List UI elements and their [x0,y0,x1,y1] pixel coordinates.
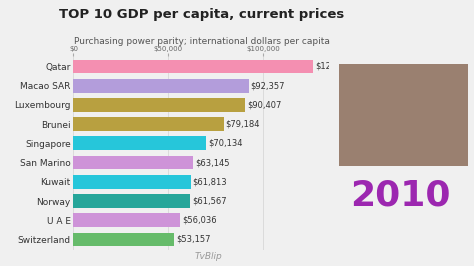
Bar [73,98,245,112]
Bar [73,194,190,208]
Text: $79,184: $79,184 [226,120,260,129]
Text: $61,567: $61,567 [192,197,227,206]
Text: 2010: 2010 [350,179,451,213]
Text: $90,407: $90,407 [247,100,281,109]
Bar [73,117,224,131]
Text: TOP 10 GDP per capita, current prices: TOP 10 GDP per capita, current prices [59,8,344,21]
Text: $92,357: $92,357 [251,81,285,90]
Text: $61,813: $61,813 [193,177,228,186]
Bar [73,60,313,73]
Bar [73,156,193,169]
Text: $63,145: $63,145 [195,158,230,167]
Bar [73,232,174,246]
Text: $53,157: $53,157 [176,235,211,244]
Bar [73,136,207,150]
Text: $126,206: $126,206 [315,62,355,71]
Text: TvBlip: TvBlip [195,252,222,261]
Bar [73,213,180,227]
Bar [73,175,191,189]
Bar [73,79,248,93]
Text: $56,036: $56,036 [182,216,217,225]
Text: Purchasing power parity; international dollars per capita: Purchasing power parity; international d… [73,37,329,46]
Text: $70,134: $70,134 [209,139,243,148]
